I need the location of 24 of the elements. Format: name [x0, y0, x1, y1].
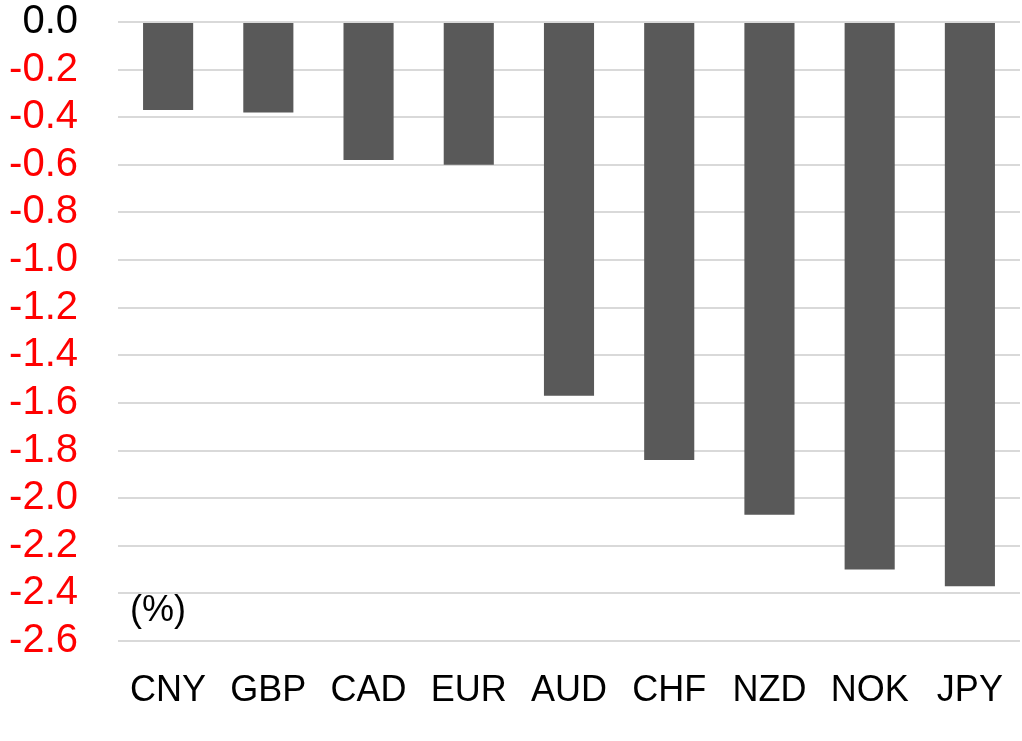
x-tick-label: EUR	[430, 667, 507, 709]
y-tick-label: -1.4	[9, 330, 78, 375]
x-tick-label: CNY	[130, 667, 207, 709]
y-tick-label: -0.2	[9, 44, 78, 89]
x-tick-label: CHF	[632, 667, 707, 709]
y-tick-label: -1.0	[9, 235, 78, 280]
x-tick-label: GBP	[230, 667, 307, 709]
x-tick-label: JPY	[936, 667, 1003, 709]
y-tick-label: -1.2	[9, 282, 78, 327]
y-tick-label: -1.8	[9, 425, 78, 470]
x-tick-label: NZD	[732, 667, 807, 709]
y-tick-label: -2.6	[9, 616, 78, 661]
y-tick-label: 0.0	[22, 0, 78, 42]
x-tick-label: NOK	[830, 667, 909, 709]
y-tick-label: -0.4	[9, 92, 78, 137]
y-tick-label: -0.6	[9, 139, 78, 184]
y-tick-label: -2.2	[9, 520, 78, 565]
x-tick-label: CAD	[330, 667, 407, 709]
y-tick-label: -2.4	[9, 568, 78, 613]
y-tick-label: -1.6	[9, 377, 78, 422]
y-tick-label: -0.8	[9, 187, 78, 232]
y-axis-title: (%)	[130, 587, 186, 629]
y-tick-label: -2.0	[9, 473, 78, 518]
x-tick-label: AUD	[530, 667, 608, 709]
